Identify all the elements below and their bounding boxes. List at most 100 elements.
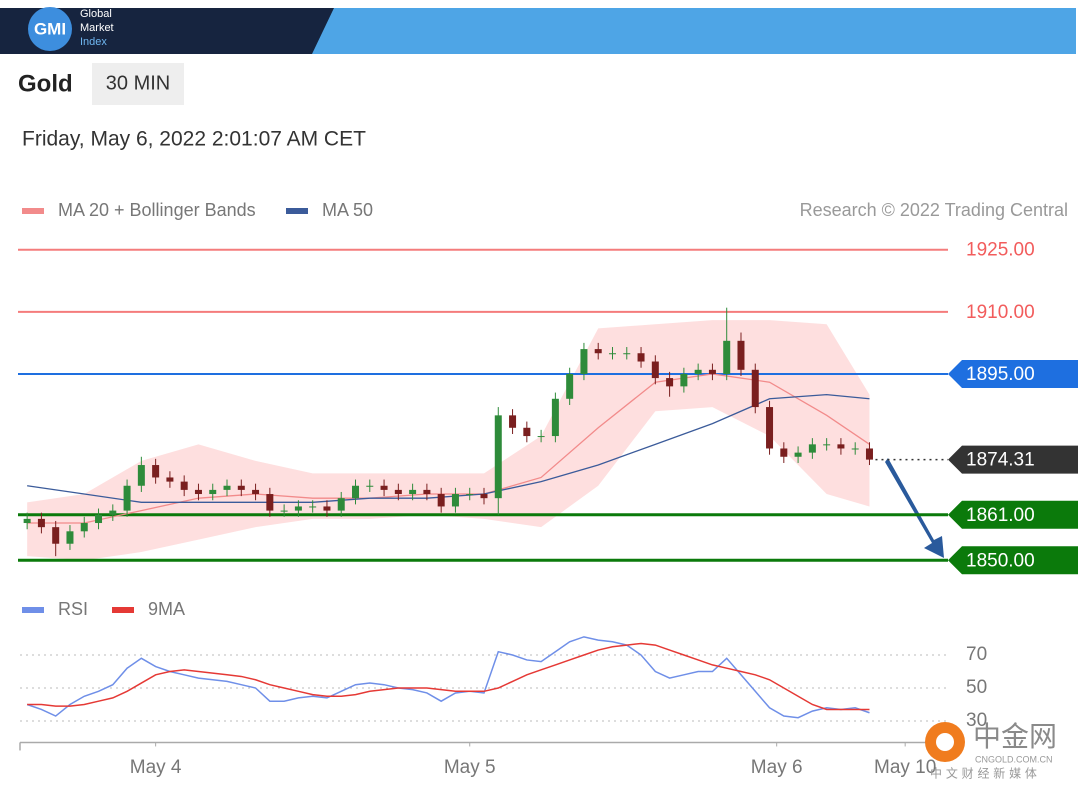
candle-body [865,448,873,460]
candle-body [480,494,488,499]
legend-swatch [22,208,44,214]
candle-body [666,378,674,387]
candle-body [737,340,745,370]
candle-body [551,398,559,437]
level-label: 1895.00 [966,364,1035,385]
candle-body [537,436,545,438]
candle-body [180,481,188,490]
candle-body [52,527,60,544]
candle-body [223,485,231,490]
candle-body [466,494,474,496]
candle-body [423,489,431,495]
candle-body [209,489,217,495]
candle-body [409,489,417,495]
candle-body [352,485,360,499]
candle-body [608,353,616,355]
candle-body [123,485,131,511]
level-label: 1874.31 [966,450,1035,471]
timeframe-box [92,63,184,105]
candle-body [580,349,588,374]
candle-body [523,427,531,437]
candle-body [394,489,402,495]
candle-body [194,489,202,495]
level-tag [948,500,1078,529]
candle-body [794,452,802,457]
candle-body [166,477,174,482]
legend-label: RSI [58,599,88,619]
level-tag [948,445,1078,474]
candle-body [237,485,245,490]
candle-body [95,514,103,524]
level-label: 1910.00 [966,302,1035,323]
candle-body [152,465,160,478]
candle-body [80,523,88,532]
source: Research © 2022 Trading Central [800,200,1068,220]
indicator-line [26,636,870,719]
candle-body [380,485,388,490]
x-tick-label: May 10 [874,757,936,778]
candle-body [509,415,517,428]
candle-body [366,485,374,487]
candle-body [808,444,816,453]
legend-swatch [286,208,308,214]
candle-body [294,506,302,511]
legend-swatch [22,607,44,613]
candle-body [837,444,845,449]
level-tag [948,359,1078,388]
x-tick-label: May 4 [130,757,182,778]
candle-body [66,531,74,544]
x-tick-label: May 5 [444,757,496,778]
candle-body [337,498,345,511]
candle-body [266,494,274,511]
candle-body [851,448,859,450]
x-tick-label: May 6 [751,757,803,778]
y-tick-label: 70 [966,644,987,665]
candle-body [680,373,688,387]
legend-label: MA 20 + Bollinger Bands [58,200,256,220]
candle-body [280,510,288,512]
y-tick-label: 50 [966,677,987,698]
timestamp: Friday, May 6, 2022 2:01:07 AM CET [22,128,366,151]
candle-body [766,407,774,449]
candle-body [694,369,702,374]
candle-body [566,373,574,399]
candle-body [323,506,331,511]
logo-circle [28,7,72,51]
level-tag [948,546,1078,575]
timeframe: 30 MIN [106,72,170,94]
candle-body [823,444,831,446]
candle-body [780,448,788,457]
legend-label: MA 50 [322,200,373,220]
brand-line: Index [80,36,107,48]
candle-body [252,489,260,495]
watermark-logo-inner [936,733,954,751]
candle-body [309,506,317,508]
level-label: 1925.00 [966,240,1035,261]
candle-body [451,494,459,507]
candle-body [751,369,759,408]
y-tick-label: 30 [966,710,987,731]
level-label: 1850.00 [966,550,1035,571]
candle-body [494,415,502,499]
candle-body [37,518,45,528]
legend-label: 9MA [148,599,185,619]
brand-line: Market [80,22,114,34]
candle-body [651,361,659,379]
candle-body [109,510,117,515]
watermark-domain: CNGOLD.COM.CN [975,754,1053,764]
indicator-line [27,642,870,711]
candle-body [23,518,31,524]
candle-body [594,349,602,354]
watermark-tagline: 中 文 财 经 新 媒 体 [930,766,1037,781]
level-label: 1861.00 [966,505,1035,526]
watermark-title: 中金网 [973,720,1057,753]
candle-body [723,340,731,374]
brand-line: Global [80,8,112,20]
candle-body [137,465,145,486]
symbol: Gold [18,70,73,97]
candle-body [708,369,716,374]
bollinger-band [27,320,870,561]
logo: GMI [34,19,66,38]
